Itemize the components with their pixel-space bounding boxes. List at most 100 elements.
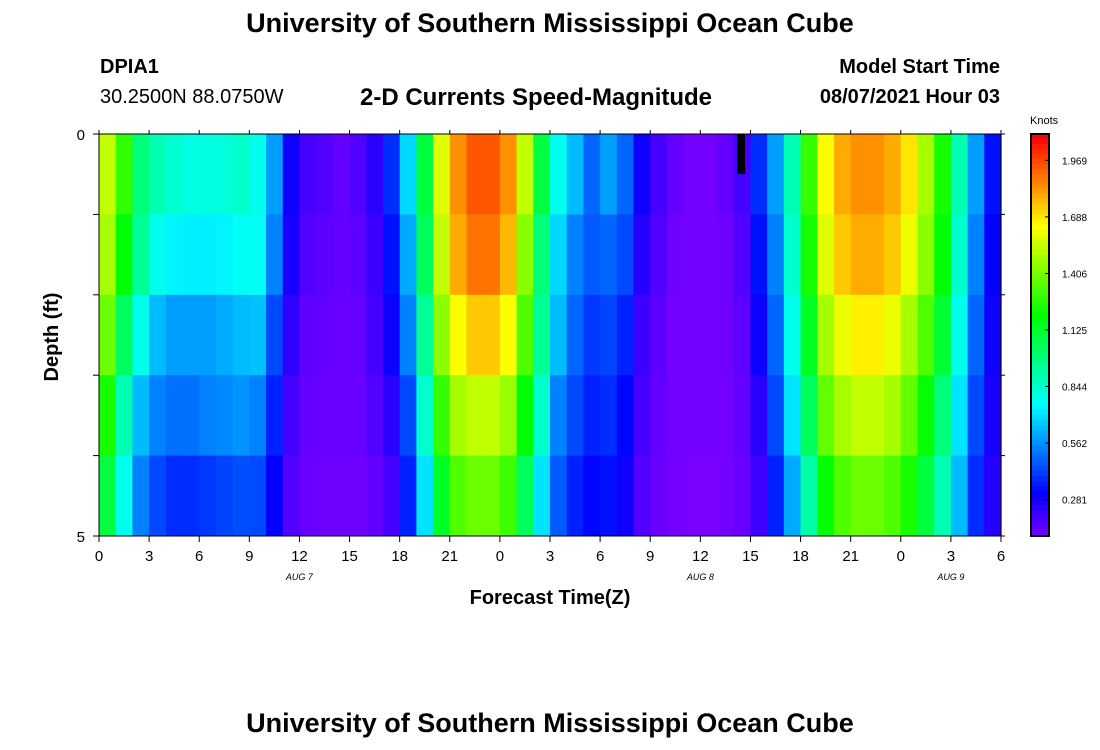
heatmap-cell — [316, 294, 334, 376]
colorbar-tick-label: 1.406 — [1062, 269, 1087, 280]
heatmap-cell — [767, 375, 785, 456]
heatmap-cell — [299, 294, 317, 376]
heatmap-cell — [633, 375, 651, 456]
x-tick-label: 0 — [897, 548, 905, 565]
heatmap-cell — [683, 455, 701, 537]
heatmap-cell — [650, 375, 668, 456]
colorbar-segment — [1031, 385, 1049, 391]
heatmap-cell — [850, 214, 868, 296]
colorbar-segment — [1031, 425, 1049, 432]
heatmap-cell — [683, 214, 701, 296]
heatmap-cell — [165, 134, 184, 215]
colorbar-segment — [1031, 179, 1049, 185]
heatmap-cell — [299, 214, 317, 296]
heatmap-cell — [867, 375, 885, 456]
colorbar-segment — [1031, 144, 1049, 150]
heatmap-cell — [533, 214, 551, 296]
heatmap-cell — [165, 294, 184, 376]
x-tick-label: 21 — [441, 548, 458, 565]
colorbar-segment — [1031, 284, 1049, 291]
colorbar-segment — [1031, 309, 1049, 316]
heatmap-cell — [199, 214, 217, 296]
colorbar-segment — [1031, 530, 1049, 537]
colorbar-segment — [1031, 345, 1049, 351]
heatmap-cell — [750, 214, 768, 296]
heatmap-cell — [633, 134, 651, 215]
colorbar-segment — [1031, 249, 1049, 256]
heatmap-cell — [132, 455, 150, 537]
heatmap-cell — [483, 455, 501, 537]
heatmap-cell — [700, 375, 718, 456]
colorbar-segment — [1031, 214, 1049, 221]
colorbar-segment — [1031, 184, 1049, 190]
colorbar-segment — [1031, 254, 1049, 261]
heatmap-cell — [650, 134, 668, 215]
heatmap-cell — [550, 294, 568, 376]
colorbar-segment — [1031, 139, 1049, 145]
colorbar-segment — [1031, 355, 1049, 361]
heatmap-cell — [449, 375, 468, 456]
heatmap-cell — [884, 375, 902, 456]
colorbar-tick-label: 1.688 — [1062, 213, 1087, 224]
colorbar-segment — [1031, 219, 1049, 226]
heatmap-cell — [449, 214, 468, 296]
heatmap-cell — [516, 134, 534, 215]
heatmap-cell — [483, 134, 501, 215]
heatmap-cell — [332, 214, 351, 296]
heatmap-cell — [900, 134, 919, 215]
heatmap-cell — [984, 375, 1002, 456]
heatmap-cell — [483, 375, 501, 456]
heatmap-cell — [449, 294, 468, 376]
heatmap-cell — [583, 455, 601, 537]
heatmap-cell — [800, 294, 818, 376]
colorbar-segment — [1031, 314, 1049, 321]
heatmap-cell — [817, 134, 835, 215]
heatmap-cell — [483, 294, 501, 376]
heatmap-cell — [600, 214, 618, 296]
heatmap-cell — [132, 294, 150, 376]
colorbar-segment — [1031, 169, 1049, 175]
heatmap-cell — [266, 455, 284, 537]
colorbar-segment — [1031, 480, 1049, 487]
heatmap-cell — [382, 375, 401, 456]
heatmap-cell — [182, 455, 200, 537]
heatmap-cell — [366, 214, 384, 296]
heatmap-cell — [833, 214, 852, 296]
heatmap-cell — [800, 375, 818, 456]
heatmap-cell — [550, 375, 568, 456]
heatmap-cell — [115, 214, 133, 296]
heatmap-cell — [366, 375, 384, 456]
heatmap-cell — [783, 455, 802, 537]
heatmap-cell — [182, 214, 200, 296]
colorbar: 1.969 1.688 1.406 1.125 0.844 0.562 0.281 — [1030, 133, 1087, 537]
heatmap-cell — [733, 455, 752, 537]
heatmap-cell — [850, 294, 868, 376]
heatmap-cell — [800, 134, 818, 215]
heatmap-cell — [650, 294, 668, 376]
heatmap-cell — [316, 214, 334, 296]
heatmap-cell — [583, 214, 601, 296]
heatmap-cell — [182, 134, 200, 215]
colorbar-segment — [1031, 370, 1049, 376]
heatmap-cell — [767, 294, 785, 376]
colorbar-segment — [1031, 340, 1049, 346]
heatmap-cell — [266, 375, 284, 456]
heatmap-cell — [833, 455, 852, 537]
heatmap-cell — [349, 214, 367, 296]
heatmap-cell — [650, 455, 668, 537]
model-start-label: Model Start Time — [839, 56, 1000, 78]
heatmap-cell — [449, 455, 468, 537]
heatmap-cell — [332, 375, 351, 456]
heatmap-cell — [934, 134, 952, 215]
heatmap-cell — [566, 455, 584, 537]
heatmap-cell — [366, 455, 384, 537]
x-tick-label: 9 — [646, 548, 654, 565]
heatmap-cell — [382, 455, 401, 537]
x-tick-label: 0 — [496, 548, 504, 565]
heatmap-cell — [683, 375, 701, 456]
heatmap-cell — [750, 375, 768, 456]
heatmap-cell — [733, 375, 752, 456]
y-axis: 05 — [77, 127, 1005, 546]
heatmap-cells — [99, 134, 1002, 537]
colorbar-segment — [1031, 360, 1049, 366]
